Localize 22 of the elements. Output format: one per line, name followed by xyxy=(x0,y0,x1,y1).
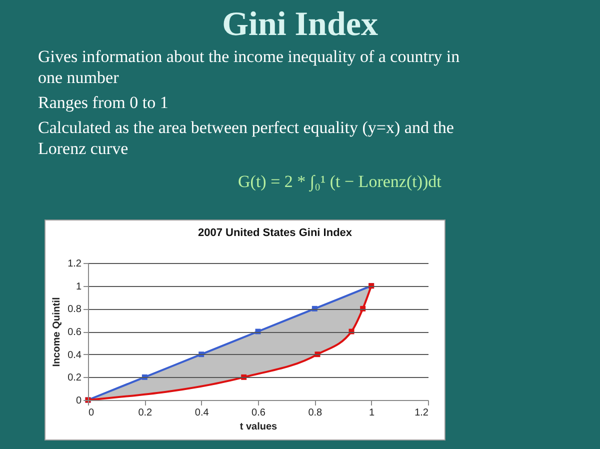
x-axis-title: t values xyxy=(240,422,278,432)
y-axis-title: Income Quintil xyxy=(52,297,63,367)
x-tick-label: 1.2 xyxy=(414,408,429,418)
chart-title: 2007 United States Gini Index xyxy=(198,227,353,239)
text: Ranges from 0 to 1 xyxy=(38,93,168,112)
text: G(t) = 2 * ∫₀¹ (t − Lorenz(t))dt xyxy=(238,172,442,192)
y-tick-label: 0 xyxy=(76,396,82,406)
x-tick-label: 0 xyxy=(88,408,94,418)
y-tick-label: 1 xyxy=(76,281,82,292)
x-tick-label: 0.4 xyxy=(194,408,210,418)
x-tick-label: 0.8 xyxy=(308,408,323,418)
x-tick-label: 0.2 xyxy=(138,408,153,418)
y-tick-label: 0.4 xyxy=(68,350,82,361)
text: Calculated as the area between perfect equality (y=x) and the Lorenz curve xyxy=(38,118,454,158)
x-tick-label: 0.6 xyxy=(252,408,266,418)
x-tick-label: 1 xyxy=(369,408,376,418)
text: Gives information about the income inequality of a country in one number xyxy=(38,47,460,87)
y-tick-label: 0.6 xyxy=(68,327,82,338)
y-tick-label: 1.2 xyxy=(68,258,82,270)
y-tick-label: 0.8 xyxy=(68,304,82,316)
y-tick-label: 0.2 xyxy=(68,372,82,384)
text: Gini Index xyxy=(222,6,378,43)
